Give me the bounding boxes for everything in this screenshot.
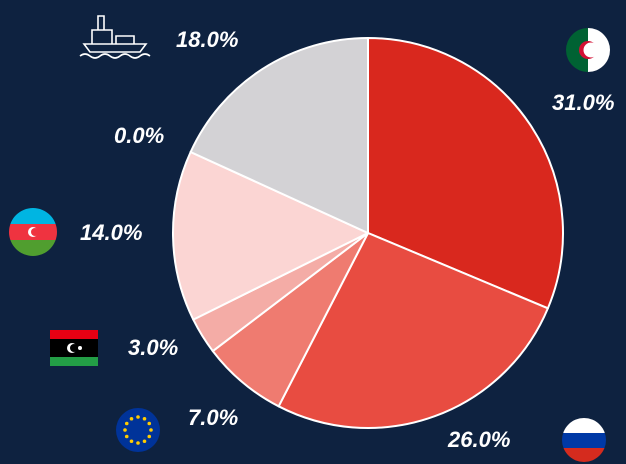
pie-slice: [172, 150, 369, 321]
pie-slice: [277, 232, 549, 429]
flag-icon: [566, 28, 610, 72]
pie-slice: [367, 37, 564, 310]
ship-icon: [79, 15, 151, 59]
value-label: 0.0%: [114, 123, 164, 148]
value-label: 3.0%: [128, 335, 178, 360]
pie: [172, 37, 564, 429]
flag-icon: [50, 330, 98, 366]
flag-icon: [116, 408, 160, 452]
flag-icon: [9, 208, 57, 256]
pie-slice: [189, 37, 369, 234]
value-label: 31.0%: [552, 90, 614, 115]
value-label: 7.0%: [188, 405, 238, 430]
value-label: 14.0%: [80, 220, 142, 245]
flag-icon: [562, 418, 606, 462]
value-label: 18.0%: [176, 27, 238, 52]
value-label: 26.0%: [447, 427, 510, 452]
